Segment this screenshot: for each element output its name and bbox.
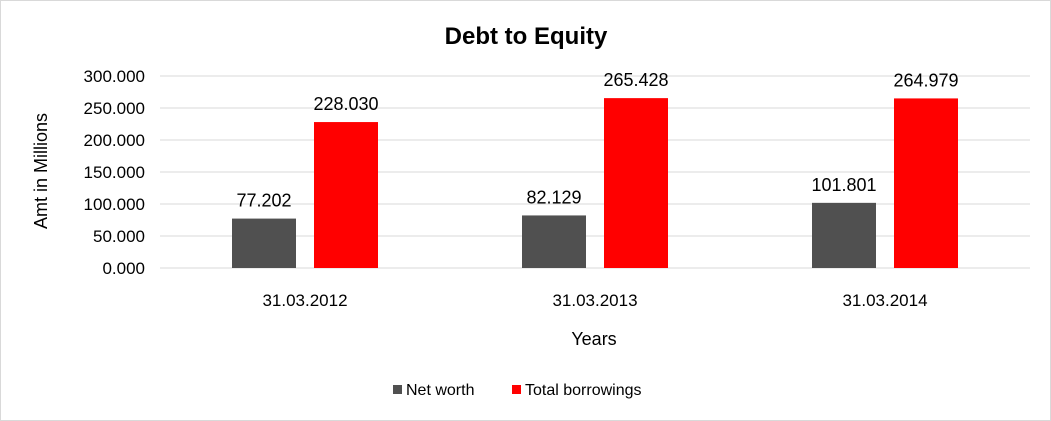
y-tick-label: 200.000 bbox=[84, 131, 145, 150]
x-tick-label: 31.03.2012 bbox=[262, 291, 347, 310]
y-axis-ticks: 0.000 50.000 100.000 150.000 200.000 250.000 3… bbox=[84, 67, 145, 278]
y-tick-label: 250.000 bbox=[84, 99, 145, 118]
legend: Net worth Total borrowings bbox=[393, 382, 642, 399]
total-borrowings-bar bbox=[604, 98, 668, 268]
total-borrowings-bar bbox=[894, 98, 958, 268]
data-label: 101.801 bbox=[811, 175, 876, 195]
data-label: 77.202 bbox=[236, 191, 291, 211]
legend-label: Net worth bbox=[406, 382, 474, 399]
x-axis-ticks: 31.03.2012 31.03.2013 31.03.2014 bbox=[262, 291, 927, 310]
y-tick-label: 100.000 bbox=[84, 195, 145, 214]
x-axis-label: Years bbox=[571, 329, 616, 349]
net-worth-bar bbox=[812, 202, 876, 268]
y-tick-label: 0.000 bbox=[102, 259, 145, 278]
y-tick-label: 150.000 bbox=[84, 163, 145, 182]
data-labels: 77.202 228.030 82.129 265.428 101.801 264.979 bbox=[236, 70, 958, 210]
legend-swatch-total-borrowings bbox=[512, 385, 521, 394]
legend-label: Total borrowings bbox=[525, 382, 642, 399]
legend-swatch-net-worth bbox=[393, 385, 402, 394]
x-tick-label: 31.03.2014 bbox=[842, 291, 927, 310]
bars bbox=[232, 98, 958, 269]
x-tick-label: 31.03.2013 bbox=[552, 291, 637, 310]
net-worth-bar bbox=[232, 218, 296, 268]
data-label: 82.129 bbox=[526, 187, 581, 207]
data-label: 228.030 bbox=[313, 94, 378, 114]
total-borrowings-bar bbox=[314, 122, 378, 269]
y-tick-label: 50.000 bbox=[93, 227, 145, 246]
chart-title: Debt to Equity bbox=[445, 23, 608, 50]
data-label: 265.428 bbox=[603, 70, 668, 90]
y-axis-label: Amt in Millions bbox=[31, 113, 51, 229]
y-tick-label: 300.000 bbox=[84, 67, 145, 86]
gridlines bbox=[160, 75, 1030, 269]
net-worth-bar bbox=[522, 215, 586, 268]
data-label: 264.979 bbox=[893, 70, 958, 90]
